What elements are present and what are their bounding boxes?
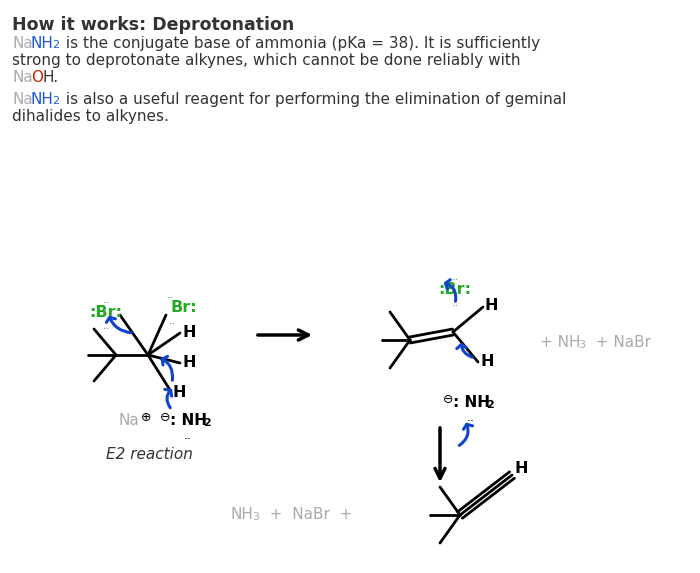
Text: 2: 2 bbox=[203, 418, 211, 428]
Text: ..: .. bbox=[167, 290, 174, 300]
Text: ..: .. bbox=[184, 429, 192, 442]
Text: 2: 2 bbox=[486, 400, 493, 410]
Text: 3: 3 bbox=[578, 340, 585, 350]
Text: : NH: : NH bbox=[453, 395, 490, 410]
Text: H: H bbox=[183, 355, 197, 370]
FancyArrowPatch shape bbox=[459, 425, 473, 445]
Text: H: H bbox=[485, 298, 498, 313]
Text: dihalides to alkynes.: dihalides to alkynes. bbox=[12, 109, 169, 124]
Text: ⊖: ⊖ bbox=[160, 411, 171, 424]
Text: Na: Na bbox=[12, 36, 33, 51]
FancyArrowPatch shape bbox=[164, 389, 172, 408]
Text: ..: .. bbox=[102, 295, 110, 305]
Text: 3: 3 bbox=[252, 512, 259, 522]
FancyArrowPatch shape bbox=[445, 280, 456, 301]
Text: + NaBr: + NaBr bbox=[586, 335, 651, 350]
Text: : NH: : NH bbox=[170, 413, 207, 428]
Text: ..: .. bbox=[452, 298, 458, 308]
Text: ⊕: ⊕ bbox=[141, 411, 151, 424]
FancyArrowPatch shape bbox=[106, 317, 131, 333]
Text: :Br:: :Br: bbox=[438, 282, 472, 297]
Text: NH: NH bbox=[31, 92, 54, 107]
Text: E2 reaction: E2 reaction bbox=[106, 447, 193, 462]
Text: strong to deprotonate alkynes, which cannot be done reliably with: strong to deprotonate alkynes, which can… bbox=[12, 53, 521, 68]
Text: + NH: + NH bbox=[540, 335, 580, 350]
FancyArrowPatch shape bbox=[162, 356, 173, 380]
Text: Na: Na bbox=[12, 92, 33, 107]
Text: +  NaBr  +: + NaBr + bbox=[260, 507, 352, 522]
Text: Na: Na bbox=[12, 70, 33, 85]
Text: How it works: Deprotonation: How it works: Deprotonation bbox=[12, 16, 294, 34]
Text: NH: NH bbox=[31, 36, 54, 51]
Text: NH: NH bbox=[230, 507, 253, 522]
Text: O: O bbox=[31, 70, 43, 85]
Text: H.: H. bbox=[43, 70, 59, 85]
Text: H: H bbox=[183, 325, 197, 340]
Text: ..: .. bbox=[467, 411, 475, 424]
Text: Na: Na bbox=[118, 413, 139, 428]
Text: :Br:: :Br: bbox=[90, 305, 122, 320]
FancyArrowPatch shape bbox=[456, 344, 473, 357]
Text: ..: .. bbox=[169, 316, 176, 326]
Text: ..: .. bbox=[452, 272, 458, 282]
Text: Br:: Br: bbox=[170, 300, 197, 315]
Text: ..: .. bbox=[102, 321, 110, 331]
Text: ⊖: ⊖ bbox=[443, 393, 454, 406]
Text: 2: 2 bbox=[52, 96, 59, 106]
Text: H: H bbox=[173, 385, 186, 400]
Text: H: H bbox=[515, 461, 528, 476]
Text: is also a useful reagent for performing the elimination of geminal: is also a useful reagent for performing … bbox=[61, 92, 566, 107]
Text: H: H bbox=[480, 354, 494, 369]
Text: is the conjugate base of ammonia (pKa = 38). It is sufficiently: is the conjugate base of ammonia (pKa = … bbox=[61, 36, 540, 51]
Text: 2: 2 bbox=[52, 40, 59, 50]
